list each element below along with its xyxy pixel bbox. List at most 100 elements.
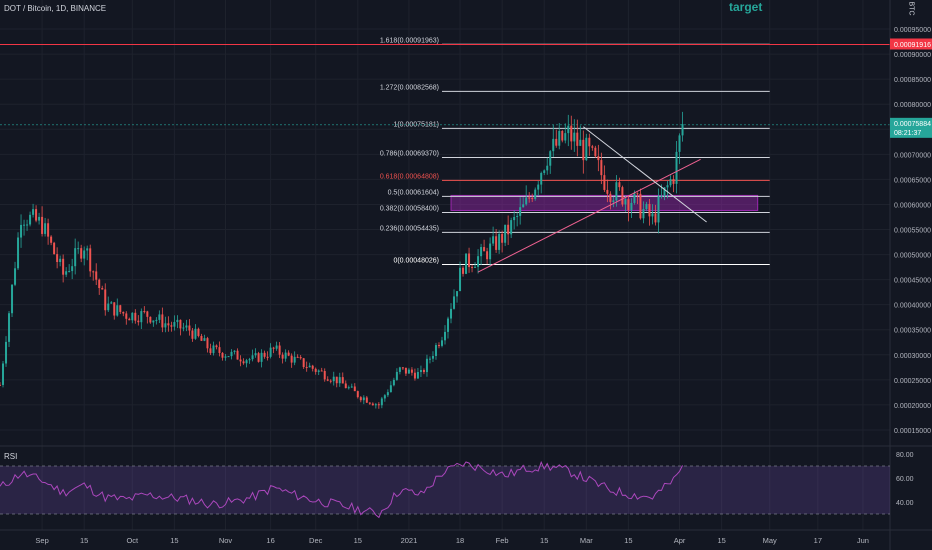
candle-body — [62, 258, 65, 275]
candle-body — [594, 147, 597, 157]
candle-body — [642, 209, 645, 219]
candle-body — [648, 203, 651, 217]
candle-body — [146, 311, 149, 317]
price-axis[interactable]: 0.00095000 0.00090000 0.00085000 0.00080000… — [889, 0, 932, 550]
candle-body — [155, 319, 158, 321]
candle-body — [483, 247, 486, 252]
candle-body — [440, 340, 443, 346]
candle-body — [83, 250, 86, 259]
last-price-badge-text: 0.00075884 — [894, 121, 931, 128]
candle-body — [552, 138, 555, 152]
candle-body — [185, 325, 188, 328]
candle-body — [356, 391, 359, 398]
rsi-line — [0, 460, 683, 519]
price-tick-label: 0.00035000 — [894, 328, 931, 335]
price-tick-label: 0.00085000 — [894, 77, 931, 84]
candle-body — [314, 368, 317, 372]
candle-body — [480, 247, 483, 257]
price-axis-background — [890, 0, 932, 550]
candle-body — [20, 224, 23, 238]
rsi-tick-label: 40.00 — [896, 500, 914, 507]
rsi-band — [0, 466, 890, 514]
candle-body — [47, 223, 50, 237]
candle-body — [528, 197, 531, 199]
last-price-badge — [890, 117, 932, 138]
candle-body — [582, 139, 585, 161]
rsi-title: RSI — [4, 452, 18, 461]
candle-body — [353, 386, 356, 392]
candle-body — [606, 189, 609, 194]
candle-body — [666, 185, 669, 188]
candle-body — [447, 318, 450, 332]
candle-body — [660, 195, 663, 197]
candle-body — [489, 243, 492, 260]
candle-body — [209, 348, 212, 354]
candle-body — [218, 347, 221, 353]
candle-body — [621, 187, 624, 205]
candle-body — [317, 370, 320, 372]
candle-body — [227, 356, 230, 358]
candle-body — [95, 271, 98, 280]
candle-body — [38, 216, 41, 221]
candle-body — [624, 199, 627, 205]
time-tick-label: 15 — [624, 536, 632, 545]
candle-body — [362, 397, 365, 401]
time-axis[interactable]: Sep 15 Oct 15 Nov 16 Dec 15 2021 18 Feb 15 Mar 15 Apr 1… — [0, 529, 932, 545]
candle-body — [377, 404, 380, 406]
time-tick-label: 15 — [717, 536, 725, 545]
candle-body — [428, 358, 431, 360]
time-tick-label: 2021 — [401, 536, 418, 545]
candle-body — [158, 314, 161, 320]
support-zone-rect — [450, 194, 759, 211]
candle-body — [56, 254, 59, 263]
candle-body — [636, 193, 639, 195]
candle-body — [471, 267, 474, 269]
candle-body — [591, 146, 594, 148]
rsi-pane: 80.00 60.00 40.00 — [0, 445, 932, 519]
time-tick-label: 17 — [814, 536, 822, 545]
candle-body — [29, 214, 32, 225]
target-annotation: target — [729, 0, 763, 14]
candle-body — [26, 224, 29, 226]
candle-body — [200, 335, 203, 341]
candle-body — [398, 367, 401, 372]
fib-label: 0.786(0.00069370) — [380, 150, 439, 157]
candle-body — [86, 248, 89, 251]
candle-body — [191, 330, 194, 339]
price-tick-label: 0.00055000 — [894, 228, 931, 235]
descending-trendline — [583, 126, 707, 223]
candle-body — [104, 289, 107, 311]
candle-body — [32, 209, 35, 215]
candle-body — [167, 323, 170, 326]
candle-body — [612, 200, 615, 202]
target-price-badge-text: 0.00091916 — [894, 42, 931, 49]
candle-body — [383, 395, 386, 399]
candle-body — [618, 182, 621, 188]
candle-body — [546, 165, 549, 171]
candle-body — [341, 377, 344, 384]
candle-body — [293, 356, 296, 363]
candle-body — [681, 124, 684, 136]
fib-label: 1.618(0.00091963) — [380, 37, 439, 44]
candle-body — [41, 216, 44, 234]
price-tick-label: 0.00040000 — [894, 303, 931, 310]
candle-body — [251, 355, 254, 360]
time-tick-label: Apr — [674, 536, 686, 545]
candle-body — [269, 347, 272, 357]
candle-body — [107, 303, 110, 311]
rsi-tick-label: 60.00 — [896, 476, 914, 483]
price-tick-label: 0.00060000 — [894, 202, 931, 209]
candle-body — [137, 320, 140, 323]
candle-body — [323, 370, 326, 380]
candle-body — [468, 253, 471, 268]
fib-label: 0(0.00048026) — [393, 257, 439, 264]
candle-body — [164, 323, 167, 328]
candle-body — [140, 311, 143, 323]
candle-body — [260, 352, 263, 362]
candle-body — [597, 156, 600, 161]
candle-body — [119, 305, 122, 312]
candle-body — [537, 184, 540, 190]
candle-body — [266, 356, 269, 358]
candle-body — [245, 360, 248, 364]
